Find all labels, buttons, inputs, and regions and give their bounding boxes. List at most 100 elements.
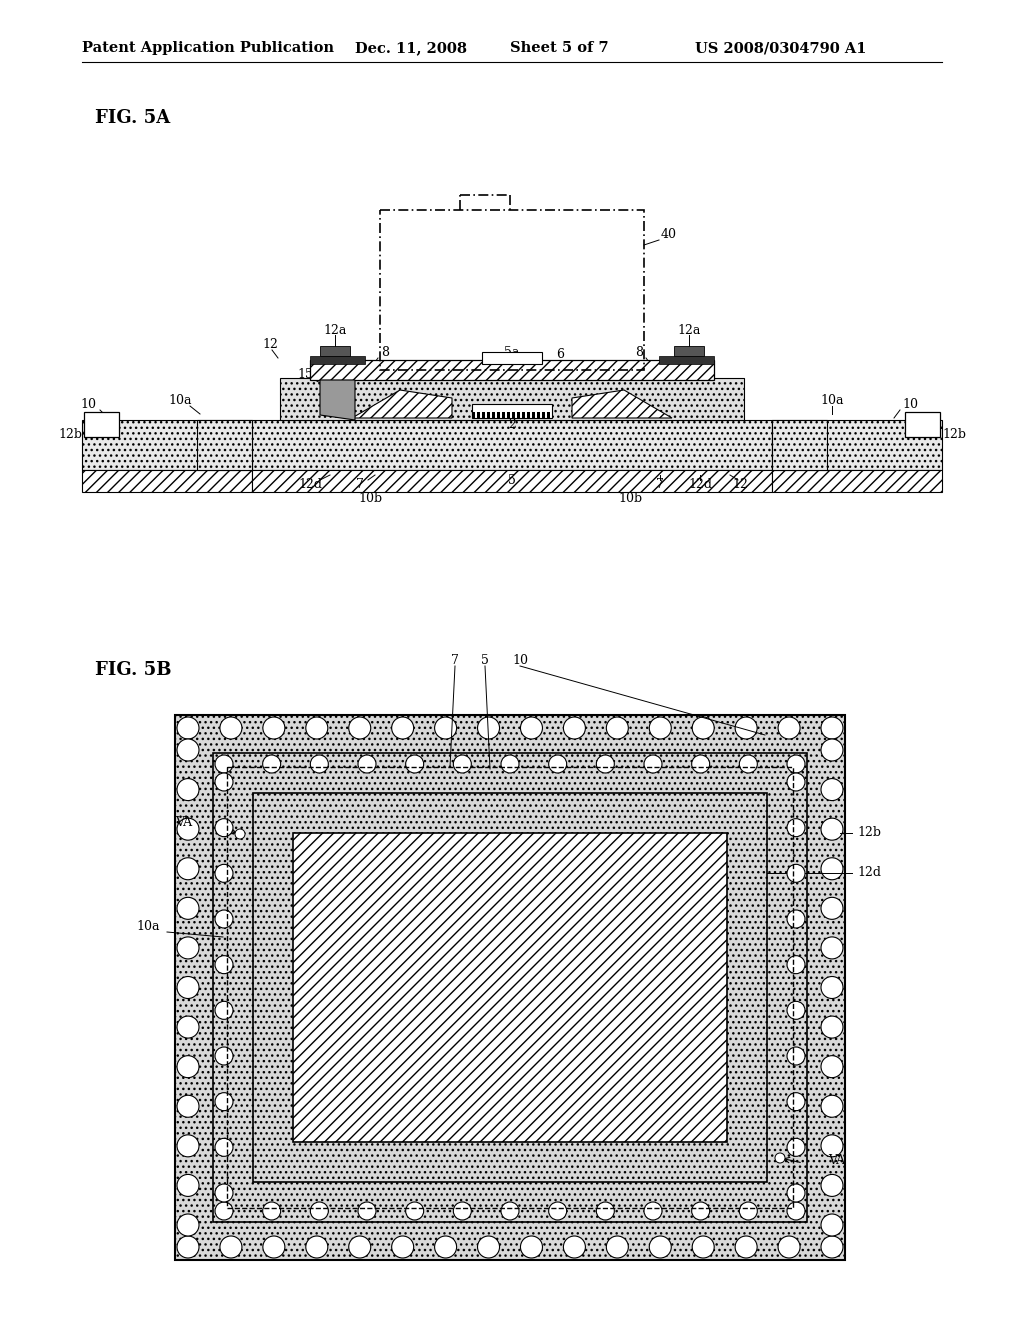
Bar bbox=[487, 412, 489, 418]
Circle shape bbox=[391, 1236, 414, 1258]
Circle shape bbox=[177, 1135, 199, 1156]
Circle shape bbox=[821, 937, 843, 958]
Text: 5: 5 bbox=[508, 474, 516, 487]
Circle shape bbox=[520, 717, 543, 739]
Circle shape bbox=[778, 1236, 800, 1258]
Bar bbox=[542, 412, 545, 418]
Text: US 2008/0304790 A1: US 2008/0304790 A1 bbox=[695, 41, 866, 55]
Bar bbox=[492, 412, 495, 418]
Circle shape bbox=[821, 858, 843, 879]
Circle shape bbox=[739, 1203, 758, 1220]
Text: 5a: 5a bbox=[504, 346, 520, 359]
Bar bbox=[527, 412, 529, 418]
Circle shape bbox=[821, 717, 843, 739]
Bar bbox=[512, 412, 514, 418]
Circle shape bbox=[215, 909, 233, 928]
Circle shape bbox=[434, 717, 457, 739]
Circle shape bbox=[821, 1016, 843, 1038]
Bar bbox=[905, 412, 940, 437]
Circle shape bbox=[821, 1135, 843, 1156]
Text: 10b: 10b bbox=[358, 491, 382, 504]
Text: 15: 15 bbox=[297, 368, 313, 381]
Bar bbox=[537, 412, 540, 418]
Circle shape bbox=[406, 1203, 424, 1220]
Text: Dec. 11, 2008: Dec. 11, 2008 bbox=[355, 41, 467, 55]
Text: 12: 12 bbox=[262, 338, 278, 351]
Bar bbox=[659, 356, 714, 364]
Text: 10b: 10b bbox=[617, 491, 642, 504]
Bar bbox=[84, 412, 119, 437]
Circle shape bbox=[477, 1236, 500, 1258]
Circle shape bbox=[177, 858, 199, 879]
Circle shape bbox=[391, 717, 414, 739]
Circle shape bbox=[501, 755, 519, 774]
Text: 12a: 12a bbox=[324, 323, 347, 337]
Text: 5b: 5b bbox=[602, 404, 618, 417]
Bar bbox=[82, 470, 252, 492]
Circle shape bbox=[263, 1203, 281, 1220]
Text: Sheet 5 of 7: Sheet 5 of 7 bbox=[510, 41, 608, 55]
Bar bbox=[252, 470, 772, 492]
Bar bbox=[319, 346, 350, 356]
Circle shape bbox=[306, 717, 328, 739]
Bar bbox=[674, 346, 705, 356]
Text: FIG. 5A: FIG. 5A bbox=[95, 110, 170, 127]
Circle shape bbox=[649, 717, 672, 739]
Circle shape bbox=[177, 739, 199, 762]
Circle shape bbox=[177, 1056, 199, 1077]
Circle shape bbox=[310, 755, 329, 774]
Circle shape bbox=[821, 1236, 843, 1258]
Circle shape bbox=[821, 779, 843, 801]
Circle shape bbox=[177, 717, 199, 739]
Circle shape bbox=[177, 1214, 199, 1236]
Circle shape bbox=[263, 755, 281, 774]
Circle shape bbox=[215, 1203, 233, 1220]
Text: 10: 10 bbox=[512, 653, 528, 667]
Bar bbox=[522, 412, 524, 418]
Text: 10a: 10a bbox=[136, 920, 160, 933]
Circle shape bbox=[177, 818, 199, 840]
Bar bbox=[547, 412, 550, 418]
Text: 12: 12 bbox=[732, 479, 748, 491]
Circle shape bbox=[787, 1184, 805, 1203]
Circle shape bbox=[501, 1203, 519, 1220]
Bar bbox=[517, 412, 519, 418]
Circle shape bbox=[215, 956, 233, 974]
Circle shape bbox=[596, 755, 614, 774]
Circle shape bbox=[787, 1002, 805, 1019]
Bar bbox=[82, 420, 252, 470]
Circle shape bbox=[821, 739, 843, 762]
Bar bbox=[310, 360, 714, 380]
Circle shape bbox=[215, 774, 233, 791]
Bar bbox=[497, 412, 500, 418]
Text: 12a: 12a bbox=[677, 323, 700, 337]
Text: 12d: 12d bbox=[857, 866, 881, 879]
Text: 10: 10 bbox=[80, 399, 96, 412]
Text: 40: 40 bbox=[662, 228, 677, 242]
Circle shape bbox=[177, 898, 199, 919]
Circle shape bbox=[454, 755, 471, 774]
Circle shape bbox=[739, 755, 758, 774]
Circle shape bbox=[306, 1236, 328, 1258]
Bar bbox=[380, 210, 644, 370]
Circle shape bbox=[520, 1236, 543, 1258]
Circle shape bbox=[735, 717, 757, 739]
Circle shape bbox=[177, 1016, 199, 1038]
Circle shape bbox=[310, 1203, 329, 1220]
Circle shape bbox=[549, 1203, 566, 1220]
Circle shape bbox=[215, 865, 233, 882]
Bar bbox=[197, 420, 252, 470]
Bar bbox=[310, 356, 365, 364]
Circle shape bbox=[596, 1203, 614, 1220]
Circle shape bbox=[263, 717, 285, 739]
Bar bbox=[772, 420, 942, 470]
Circle shape bbox=[821, 1096, 843, 1117]
Text: 6: 6 bbox=[556, 347, 564, 360]
Circle shape bbox=[215, 1184, 233, 1203]
Text: 8: 8 bbox=[635, 346, 643, 359]
Circle shape bbox=[606, 1236, 629, 1258]
Circle shape bbox=[220, 717, 242, 739]
Circle shape bbox=[778, 717, 800, 739]
Polygon shape bbox=[572, 389, 672, 418]
Circle shape bbox=[644, 1203, 662, 1220]
